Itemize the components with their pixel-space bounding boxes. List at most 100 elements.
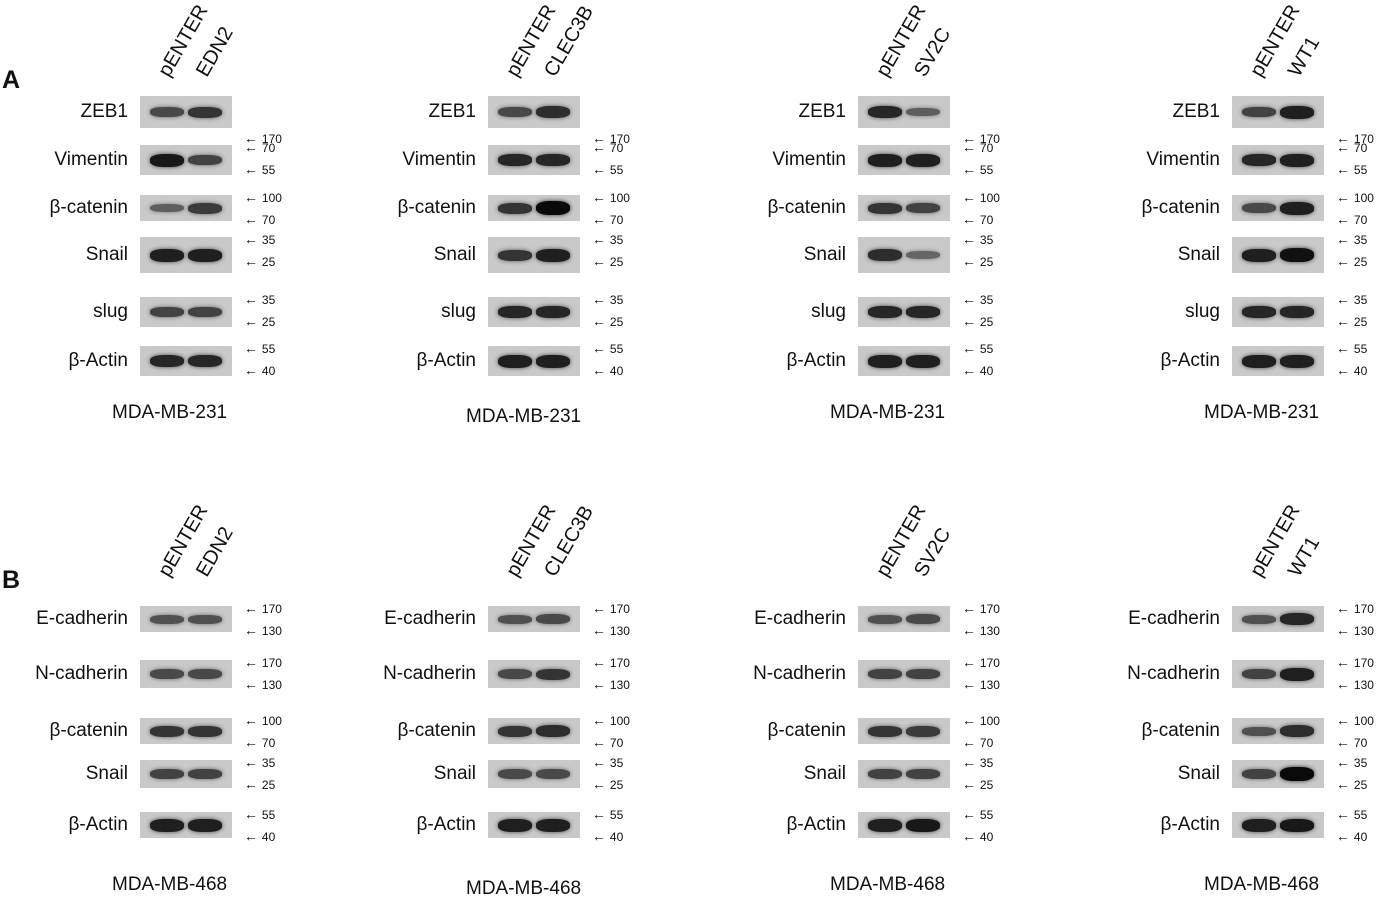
size-marker: ← 25 <box>1336 313 1367 329</box>
band <box>906 769 940 779</box>
marker-value: 130 <box>609 678 630 692</box>
band <box>1242 615 1276 624</box>
size-marker: ← 55 <box>1336 340 1367 356</box>
marker-value: 25 <box>1353 778 1368 792</box>
band <box>150 249 184 262</box>
arrow-left-icon: ← <box>962 253 980 269</box>
size-marker: ← 130 <box>962 676 1000 692</box>
band <box>868 249 902 261</box>
marker-value: 55 <box>609 808 624 822</box>
marker-value: 130 <box>261 624 282 638</box>
band <box>498 355 532 368</box>
band <box>536 154 570 166</box>
arrow-left-icon: ← <box>1336 291 1354 307</box>
arrow-left-icon: ← <box>592 622 610 638</box>
size-marker: ← 170 <box>244 130 282 146</box>
marker-value: 170 <box>609 656 630 670</box>
blot-strip <box>858 760 950 788</box>
size-marker: ← 35 <box>962 231 993 247</box>
arrow-left-icon: ← <box>962 161 980 177</box>
marker-value: 70 <box>979 141 994 155</box>
arrow-left-icon: ← <box>592 189 610 205</box>
marker-value: 25 <box>609 778 624 792</box>
arrow-left-icon: ← <box>1336 139 1354 155</box>
band <box>150 154 184 167</box>
band <box>188 819 222 832</box>
band <box>536 819 570 832</box>
marker-value: 55 <box>979 163 994 177</box>
size-marker: ← 55 <box>244 806 275 822</box>
size-marker: ← 25 <box>592 313 623 329</box>
protein-label: Snail <box>803 244 846 265</box>
protein-label: β-catenin <box>49 720 128 741</box>
blot-strip <box>1232 606 1324 632</box>
arrow-left-icon: ← <box>1336 806 1354 822</box>
band <box>1280 248 1314 262</box>
size-marker: ← 170 <box>962 600 1000 616</box>
size-marker: ← 100 <box>962 189 1000 205</box>
protein-label: N-cadherin <box>383 663 476 684</box>
arrow-left-icon: ← <box>592 139 610 155</box>
size-marker: ← 170 <box>592 654 630 670</box>
blot-strip <box>140 718 232 744</box>
band <box>868 669 902 679</box>
size-marker: ← 40 <box>244 362 275 378</box>
size-marker: ← 25 <box>592 776 623 792</box>
marker-value: 170 <box>1353 602 1374 616</box>
marker-value: 170 <box>609 132 630 146</box>
protein-label: ZEB1 <box>428 101 476 122</box>
marker-value: 70 <box>979 736 994 750</box>
marker-value: 100 <box>609 191 630 205</box>
arrow-left-icon: ← <box>592 313 610 329</box>
marker-value: 25 <box>261 778 276 792</box>
arrow-left-icon: ← <box>244 253 262 269</box>
size-marker: ← 35 <box>592 231 623 247</box>
arrow-left-icon: ← <box>1336 161 1354 177</box>
band <box>868 203 902 214</box>
band <box>906 154 940 167</box>
cell-line-label: MDA-MB-468 <box>112 874 228 895</box>
size-marker: ← 55 <box>962 806 993 822</box>
arrow-left-icon: ← <box>244 776 262 792</box>
marker-value: 70 <box>609 736 624 750</box>
size-marker: ← 55 <box>962 161 993 177</box>
arrow-left-icon: ← <box>244 712 262 728</box>
arrow-left-icon: ← <box>962 654 980 670</box>
blot-strip <box>858 346 950 376</box>
arrow-left-icon: ← <box>1336 189 1354 205</box>
blot-strip <box>488 297 580 327</box>
band <box>536 614 570 624</box>
blot-strip <box>1232 195 1324 221</box>
size-marker: ← 55 <box>592 340 623 356</box>
protein-label: Vimentin <box>1146 149 1220 170</box>
size-marker: ← 170 <box>592 130 630 146</box>
band <box>536 669 570 680</box>
marker-value: 100 <box>1353 191 1374 205</box>
arrow-left-icon: ← <box>244 676 262 692</box>
arrow-left-icon: ← <box>962 828 980 844</box>
arrow-left-icon: ← <box>962 676 980 692</box>
size-marker: ← 70 <box>1336 734 1367 750</box>
size-marker: ← 70 <box>1336 139 1367 155</box>
blot-strip <box>858 195 950 221</box>
size-marker: ← 170 <box>962 130 1000 146</box>
band <box>868 615 902 624</box>
band <box>498 769 532 779</box>
marker-value: 25 <box>979 778 994 792</box>
marker-value: 100 <box>609 714 630 728</box>
marker-value: 40 <box>1353 830 1368 844</box>
arrow-left-icon: ← <box>962 313 980 329</box>
cell-line-label: MDA-MB-468 <box>466 878 582 899</box>
arrow-left-icon: ← <box>962 362 980 378</box>
marker-value: 35 <box>1353 756 1368 770</box>
band <box>498 306 532 318</box>
band <box>1280 202 1314 215</box>
band <box>906 355 940 368</box>
band <box>906 726 940 737</box>
protein-label: β-catenin <box>767 197 846 218</box>
protein-label: β-Actin <box>786 814 847 835</box>
band <box>150 819 184 832</box>
marker-value: 35 <box>609 756 624 770</box>
blot-strip <box>488 195 580 221</box>
blot-strip <box>858 145 950 175</box>
